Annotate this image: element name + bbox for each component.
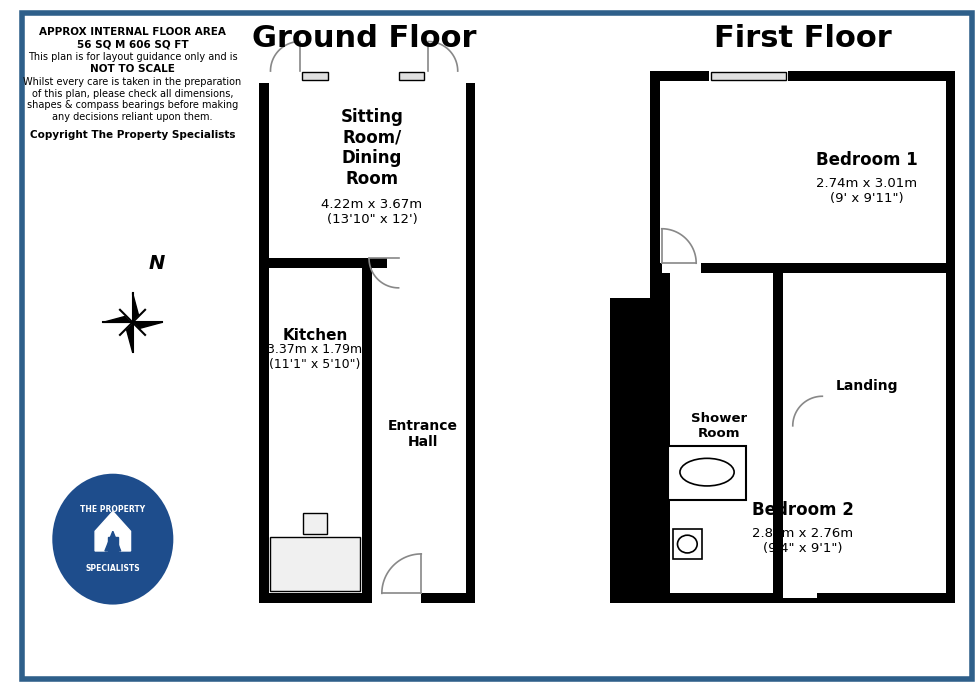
Text: Ground Floor: Ground Floor (252, 24, 476, 53)
Text: Sitting
Room/
Dining
Room: Sitting Room/ Dining Room (340, 108, 404, 188)
Bar (259, 258, 397, 268)
Ellipse shape (680, 458, 734, 486)
Bar (660, 263, 946, 273)
Text: 3.37m x 1.79m
(11'1" x 5'10"): 3.37m x 1.79m (11'1" x 5'10") (268, 343, 363, 371)
Text: Shower
Room: Shower Room (691, 412, 747, 440)
Text: Entrance
Hall: Entrance Hall (388, 419, 459, 449)
Text: Kitchen: Kitchen (282, 327, 348, 343)
Polygon shape (132, 322, 162, 329)
Bar (259, 71, 296, 81)
Text: THE PROPERTY: THE PROPERTY (80, 505, 145, 514)
Text: 4.22m x 3.67m
(13'10" x 12'): 4.22m x 3.67m (13'10" x 12') (321, 198, 422, 226)
Bar (259, 593, 475, 603)
Text: 2.85m x 2.76m
(9'4" x 9'1"): 2.85m x 2.76m (9'4" x 9'1") (752, 527, 854, 555)
Bar (300, 71, 329, 81)
Text: First Floor: First Floor (713, 24, 892, 53)
Bar (259, 69, 475, 83)
Bar (650, 71, 956, 81)
Bar (783, 419, 822, 430)
Polygon shape (132, 316, 162, 322)
Text: Whilst every care is taken in the preparation
of this plan, please check all dim: Whilst every care is taken in the prepar… (24, 78, 242, 122)
Ellipse shape (677, 535, 697, 553)
Bar (611, 593, 650, 603)
Text: 56 SQ M 606 SQ FT: 56 SQ M 606 SQ FT (76, 39, 188, 49)
Text: NOT TO SCALE: NOT TO SCALE (90, 64, 175, 74)
Bar (259, 71, 475, 81)
Text: Bedroom 2: Bedroom 2 (752, 500, 854, 518)
Polygon shape (103, 316, 132, 322)
Text: Landing: Landing (835, 379, 898, 394)
Bar (709, 69, 788, 83)
Bar (773, 268, 783, 603)
Polygon shape (126, 322, 132, 352)
Bar (667, 446, 747, 500)
Bar (363, 263, 372, 603)
Text: APPROX INTERNAL FLOOR AREA: APPROX INTERNAL FLOOR AREA (39, 27, 226, 37)
Text: SPECIALISTS: SPECIALISTS (85, 564, 140, 573)
Bar (303, 513, 326, 534)
Text: This plan is for layout guidance only and is: This plan is for layout guidance only an… (27, 53, 237, 62)
Bar (650, 593, 956, 603)
Bar (946, 71, 955, 603)
Polygon shape (132, 293, 139, 322)
Bar (357, 71, 475, 81)
Polygon shape (126, 293, 132, 322)
Polygon shape (132, 322, 139, 352)
Text: N: N (149, 254, 166, 273)
Bar (310, 71, 329, 81)
Bar (397, 71, 426, 81)
Text: 2.74m x 3.01m
(9' x 9'11"): 2.74m x 3.01m (9' x 9'11") (816, 177, 917, 206)
Polygon shape (103, 322, 132, 329)
Bar (399, 72, 424, 80)
Bar (660, 273, 669, 599)
Bar (108, 537, 118, 551)
Ellipse shape (54, 475, 172, 603)
Text: Copyright The Property Specialists: Copyright The Property Specialists (29, 130, 235, 140)
Bar (372, 592, 421, 606)
Bar (387, 256, 421, 268)
Bar (672, 529, 702, 559)
Bar (650, 71, 660, 603)
Bar (710, 72, 786, 80)
Bar (466, 71, 475, 603)
Polygon shape (95, 511, 130, 551)
Text: Bedroom 1: Bedroom 1 (815, 151, 917, 169)
Polygon shape (105, 531, 121, 551)
Bar (662, 262, 701, 273)
Bar (302, 72, 327, 80)
Bar (270, 537, 361, 592)
Bar (783, 586, 817, 599)
Bar (259, 71, 269, 603)
Bar (611, 298, 660, 307)
Bar (611, 298, 650, 603)
Bar (259, 71, 475, 81)
